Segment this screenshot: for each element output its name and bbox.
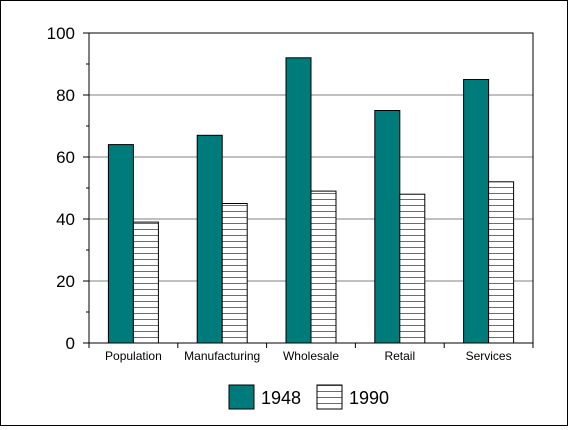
y-tick-label: 100 [47, 24, 75, 43]
x-tick-label: Services [466, 349, 512, 363]
bar-1948-retail [374, 110, 401, 344]
y-tick-label: 40 [56, 210, 75, 229]
bar-1990-population [132, 221, 159, 344]
legend-swatch-1990 [316, 384, 343, 410]
bar-1990-wholesale [310, 190, 337, 344]
x-tick-label: Retail [384, 349, 415, 363]
legend: 1948 1990 [228, 384, 389, 410]
bar-1948-wholesale [285, 57, 312, 344]
bars [107, 57, 515, 344]
legend-swatch-1948 [228, 384, 255, 410]
bar-1990-retail [399, 193, 426, 344]
bar-1948-services [463, 79, 490, 344]
axes: 0 20 40 60 80 100 Population Manufacturing Whole… [47, 24, 534, 363]
bar-1948-manufacturing [196, 134, 223, 344]
legend-label-1948: 1948 [261, 388, 301, 408]
y-tick-label: 60 [56, 148, 75, 167]
bar-1990-services [488, 181, 515, 344]
x-tick-label: Population [105, 349, 162, 363]
x-tick-label: Manufacturing [184, 349, 260, 363]
y-tick-label: 20 [56, 272, 75, 291]
x-tick-label: Wholesale [283, 349, 339, 363]
bar-1990-manufacturing [221, 203, 248, 344]
y-tick-label: 0 [66, 334, 75, 353]
bar-1948-population [107, 144, 134, 344]
y-tick-label: 80 [56, 86, 75, 105]
legend-label-1990: 1990 [349, 388, 389, 408]
